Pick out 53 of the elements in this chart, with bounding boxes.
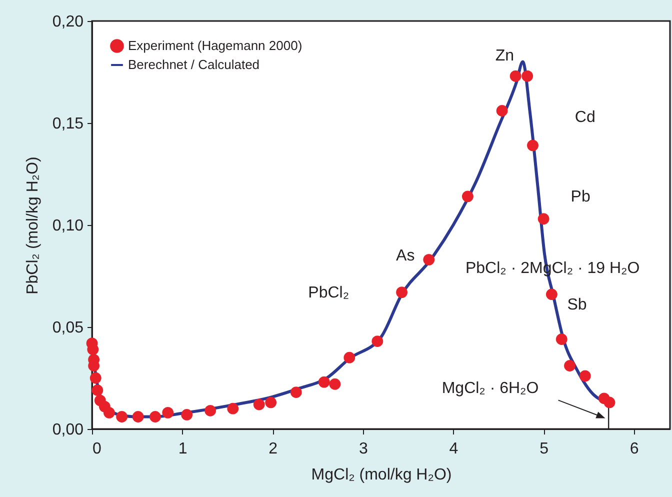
point [496, 105, 508, 116]
point [116, 411, 128, 422]
point [181, 409, 193, 420]
x-tick-label: 5 [540, 440, 549, 458]
point [579, 370, 591, 382]
point [344, 352, 356, 364]
x-tick-label: 2 [268, 440, 278, 458]
point [204, 404, 216, 416]
point [546, 288, 558, 300]
point [150, 411, 161, 422]
point [564, 360, 576, 372]
point [162, 406, 174, 418]
y-tick-label: 0,05 [52, 320, 84, 336]
y-tick-label: 0,20 [52, 14, 84, 30]
point [265, 396, 277, 408]
annotation: Cd [574, 108, 596, 126]
annotation: As [396, 248, 415, 265]
legend-label: Berechnet / Calculated [128, 57, 260, 72]
point [90, 372, 102, 384]
y-tick-label: 0,15 [52, 116, 84, 132]
point [132, 411, 144, 422]
annotation: MgCl₂ · 6H₂O [442, 380, 539, 398]
x-tick-label: 4 [449, 440, 458, 458]
point [462, 190, 474, 202]
point [253, 398, 265, 410]
point [92, 384, 104, 396]
annotation: Zn [495, 48, 514, 65]
annotation: PbCl₂ [308, 284, 350, 302]
annotation: Pb [570, 188, 590, 206]
point [556, 334, 568, 345]
x-tick-label: 6 [630, 440, 639, 458]
point [372, 336, 384, 347]
y-axis-title: PbCl₂ (mol/kg H₂O) [24, 156, 42, 294]
point [510, 70, 522, 82]
point [227, 402, 239, 414]
point [423, 254, 435, 266]
x-tick-label: 0 [92, 440, 102, 458]
point [318, 376, 330, 388]
y-tick-label: 0,00 [52, 422, 84, 438]
point [522, 70, 534, 82]
x-tick-label: 3 [358, 440, 368, 458]
annotation: Sb [567, 296, 587, 314]
x-tick-label: 1 [178, 440, 188, 458]
point [290, 386, 302, 398]
legend-label: Experiment (Hagemann 2000) [128, 38, 302, 53]
point [103, 406, 115, 418]
point [538, 213, 550, 225]
point [527, 140, 538, 152]
point [396, 286, 408, 298]
x-axis-title: MgCl₂ (mol/kg H₂O) [311, 466, 452, 484]
y-tick-label: 0,10 [52, 218, 84, 234]
point [329, 378, 341, 390]
point [604, 396, 616, 408]
